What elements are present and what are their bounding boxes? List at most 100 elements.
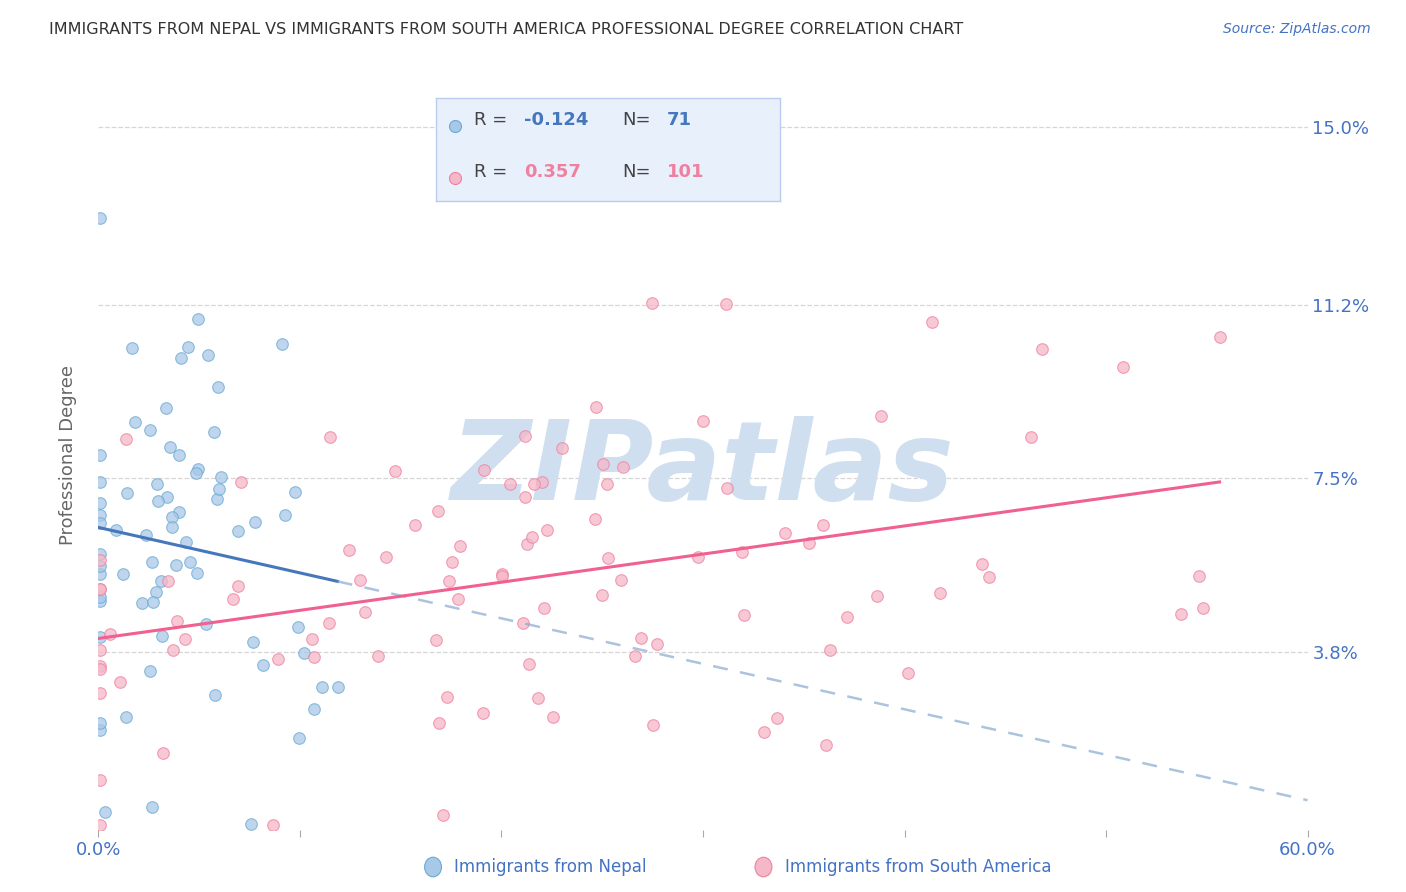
Point <box>427 716 450 731</box>
Point <box>516 537 538 551</box>
Point <box>491 568 513 582</box>
Point <box>441 555 464 569</box>
Point <box>384 464 406 478</box>
Point <box>135 527 157 541</box>
Point <box>820 643 842 657</box>
Point <box>89 582 111 596</box>
Point <box>337 543 360 558</box>
Point <box>89 553 111 567</box>
Point <box>928 586 950 600</box>
Text: Immigrants from South America: Immigrants from South America <box>785 858 1052 876</box>
Point <box>166 614 188 628</box>
Point <box>89 547 111 561</box>
Point <box>531 475 554 490</box>
Point <box>162 509 184 524</box>
Point <box>89 496 111 510</box>
Point <box>94 805 117 819</box>
Point <box>150 629 173 643</box>
Point <box>443 119 465 133</box>
Point <box>404 517 426 532</box>
Point <box>811 518 834 533</box>
Point <box>165 558 187 572</box>
Point <box>716 482 738 496</box>
Point <box>541 710 564 724</box>
Point <box>472 462 495 476</box>
Point <box>367 648 389 663</box>
Point <box>162 643 184 657</box>
Point <box>146 477 169 491</box>
Point <box>167 449 190 463</box>
Text: N=: N= <box>621 163 651 181</box>
Point <box>138 664 160 678</box>
Point <box>112 566 135 581</box>
Point <box>195 617 218 632</box>
Point <box>207 380 229 394</box>
Point <box>105 523 128 537</box>
Point <box>242 635 264 649</box>
Point <box>98 627 121 641</box>
Point <box>174 534 197 549</box>
Point <box>292 646 315 660</box>
Point <box>114 433 136 447</box>
Point <box>436 690 458 704</box>
Text: 101: 101 <box>666 163 704 181</box>
Point <box>1170 607 1192 621</box>
Point <box>596 477 619 491</box>
Point <box>437 574 460 588</box>
Point <box>152 746 174 760</box>
Point <box>149 574 172 588</box>
Point <box>170 351 193 365</box>
Point <box>592 457 614 471</box>
Point <box>354 605 377 619</box>
Point <box>204 689 226 703</box>
Point <box>205 492 228 507</box>
Point <box>184 467 207 481</box>
Point <box>612 459 634 474</box>
Text: IMMIGRANTS FROM NEPAL VS IMMIGRANTS FROM SOUTH AMERICA PROFESSIONAL DEGREE CORRE: IMMIGRANTS FROM NEPAL VS IMMIGRANTS FROM… <box>49 22 963 37</box>
Point <box>89 686 111 700</box>
Point <box>110 674 132 689</box>
Point <box>89 508 111 522</box>
Point <box>551 441 574 455</box>
Point <box>187 462 209 476</box>
Point <box>714 297 737 311</box>
Point <box>977 570 1000 584</box>
Point <box>202 425 225 440</box>
Point <box>89 558 111 573</box>
Point <box>208 482 231 496</box>
Point <box>598 551 620 566</box>
Text: 71: 71 <box>666 111 692 129</box>
Point <box>318 616 340 631</box>
Point <box>443 171 465 186</box>
Point <box>799 536 821 550</box>
Point <box>173 632 195 647</box>
Point <box>1112 359 1135 374</box>
Point <box>167 505 190 519</box>
Point <box>522 530 544 544</box>
Point <box>814 738 837 752</box>
Point <box>124 416 146 430</box>
Y-axis label: Professional Degree: Professional Degree <box>59 365 77 545</box>
Point <box>159 440 181 454</box>
Point <box>1019 430 1042 444</box>
Point <box>471 706 494 720</box>
Point <box>585 400 607 414</box>
Point <box>591 588 613 602</box>
Point <box>970 558 993 572</box>
Point <box>425 633 447 648</box>
Point <box>766 711 789 725</box>
Point <box>426 504 449 518</box>
Point <box>512 615 534 630</box>
Point <box>187 312 209 326</box>
Point <box>142 595 165 609</box>
Point <box>146 493 169 508</box>
Point <box>326 681 349 695</box>
Point <box>624 648 647 663</box>
Point <box>197 349 219 363</box>
Point <box>155 401 177 415</box>
Point <box>349 573 371 587</box>
Point <box>141 555 163 569</box>
Point <box>222 591 245 606</box>
Point <box>533 600 555 615</box>
Point <box>526 690 548 705</box>
